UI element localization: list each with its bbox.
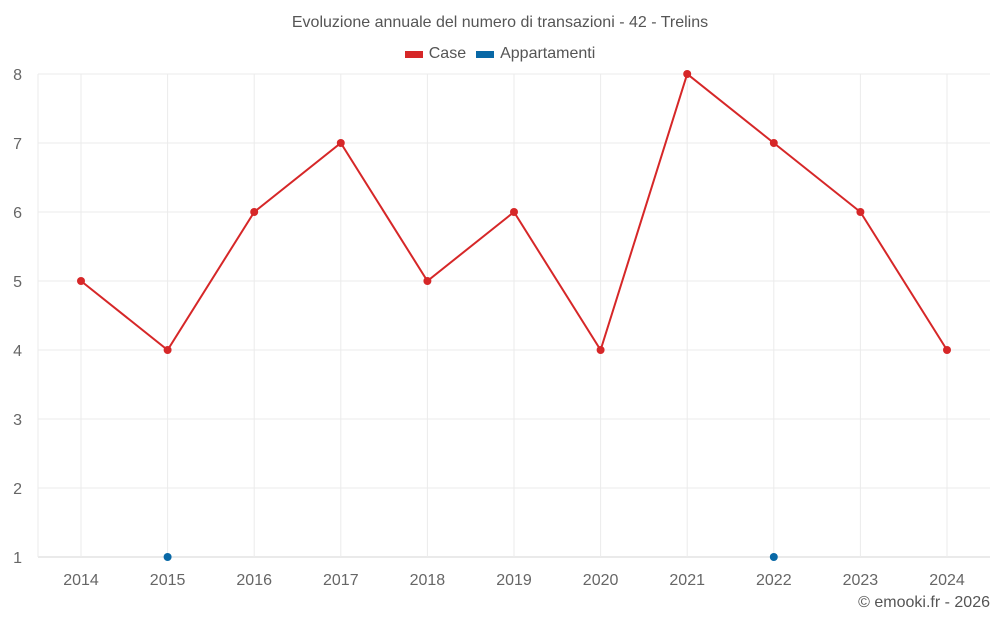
data-point[interactable] (250, 208, 259, 216)
data-point[interactable] (769, 139, 778, 147)
data-point[interactable] (769, 553, 778, 561)
data-point[interactable] (596, 346, 605, 354)
y-tick-label: 2 (13, 481, 22, 498)
y-tick-label: 4 (13, 343, 22, 360)
legend-swatch-case (404, 50, 423, 58)
legend-swatch-appartamenti (476, 50, 495, 58)
legend-label-case: Case (428, 45, 467, 62)
data-point[interactable] (336, 139, 345, 147)
y-tick-label: 8 (13, 67, 22, 84)
series-appartamenti (163, 553, 778, 561)
y-tick-label: 1 (13, 550, 22, 567)
grid (37, 73, 990, 558)
x-tick-label: 2020 (583, 572, 619, 589)
legend-item-case[interactable]: Case (404, 45, 467, 63)
x-tick-label: 2018 (410, 572, 446, 589)
data-point[interactable] (943, 346, 951, 354)
x-tick-label: 2019 (496, 572, 532, 589)
data-point[interactable] (683, 70, 692, 78)
x-tick-label: 2022 (756, 572, 792, 589)
legend-item-appartamenti[interactable]: Appartamenti (476, 45, 595, 63)
data-point[interactable] (163, 346, 172, 354)
x-tick-label: 2024 (929, 572, 965, 589)
legend: Case Appartamenti (0, 45, 1000, 63)
x-tick-label: 2021 (669, 572, 705, 589)
data-point[interactable] (163, 553, 172, 561)
data-point[interactable] (510, 208, 518, 216)
data-point[interactable] (423, 277, 432, 285)
x-tick-label: 2016 (236, 572, 272, 589)
x-tick-label: 2014 (63, 572, 99, 589)
x-tick-label: 2017 (323, 572, 359, 589)
y-tick-label: 6 (13, 205, 22, 222)
x-tick-label: 2015 (150, 572, 186, 589)
chart-title: Evoluzione annuale del numero di transaz… (291, 14, 709, 31)
y-tick-label: 3 (13, 412, 22, 429)
copyright-credit: © emooki.fr - 2026 (858, 594, 990, 611)
series-case (77, 70, 951, 354)
legend-label-appartamenti: Appartamenti (500, 45, 596, 62)
data-point[interactable] (77, 277, 85, 285)
y-tick-label: 7 (13, 136, 22, 153)
data-point[interactable] (856, 208, 865, 216)
y-tick-label: 5 (13, 274, 22, 291)
x-tick-label: 2023 (843, 572, 879, 589)
